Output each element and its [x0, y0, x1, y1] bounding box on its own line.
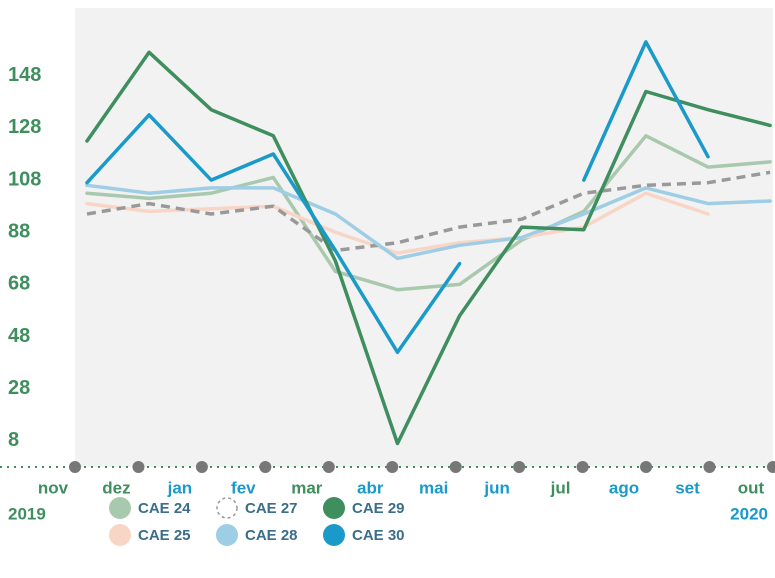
y-tick-label: 68	[8, 273, 30, 295]
legend-swatch	[216, 497, 238, 519]
series-line	[85, 183, 772, 261]
x-tick-dot	[132, 461, 145, 473]
x-tick-label: set	[675, 478, 700, 497]
y-tick-label: 88	[8, 221, 30, 243]
x-tick-dot	[766, 461, 775, 473]
x-tick-dot	[69, 461, 81, 473]
y-tick-label: 28	[8, 377, 30, 399]
x-tick-dot	[259, 461, 272, 473]
x-tick-label: jun	[483, 478, 510, 497]
series-line	[85, 40, 710, 355]
legend-label: CAE 28	[245, 527, 298, 544]
y-tick-label: 108	[8, 168, 41, 190]
legend-label: CAE 29	[352, 500, 405, 517]
legend-label: CAE 24	[138, 500, 191, 517]
y-tick-label: 148	[8, 64, 41, 86]
legend-swatch	[109, 497, 131, 519]
legend-swatch	[109, 524, 131, 546]
legend-label: CAE 25	[138, 527, 191, 544]
x-tick-label: mar	[291, 478, 323, 497]
x-tick-label: jan	[167, 478, 193, 497]
series-line	[85, 191, 710, 255]
y-tick-label: 8	[8, 429, 19, 451]
legend-swatch	[323, 497, 345, 519]
x-tick-label: mai	[419, 478, 448, 497]
x-tick-label: fev	[231, 478, 256, 497]
y-tick-label: 48	[8, 325, 30, 347]
y-tick-label: 128	[8, 116, 41, 138]
series-line	[85, 134, 772, 292]
plot-background	[75, 8, 773, 467]
legend-label: CAE 27	[245, 500, 298, 517]
x-tick-dot	[449, 461, 462, 473]
year-label: 2020	[730, 504, 768, 523]
x-tick-dot	[576, 461, 589, 473]
x-tick-dot	[703, 461, 716, 473]
x-tick-dot	[513, 461, 526, 473]
x-tick-label: ago	[609, 478, 639, 497]
legend-swatch	[216, 524, 238, 546]
x-tick-dot	[386, 461, 399, 473]
x-tick-label: abr	[357, 478, 384, 497]
legend-label: CAE 30	[352, 527, 405, 544]
x-tick-dot	[640, 461, 653, 473]
x-tick-label: out	[738, 478, 765, 497]
x-tick-dot	[322, 461, 335, 473]
x-tick-label: nov	[38, 478, 69, 497]
series-line	[85, 50, 772, 446]
year-label: 2019	[8, 504, 46, 523]
x-tick-dot	[195, 461, 208, 473]
x-tick-label: jul	[550, 478, 571, 497]
legend-swatch	[323, 524, 345, 546]
x-tick-label: dez	[102, 478, 130, 497]
